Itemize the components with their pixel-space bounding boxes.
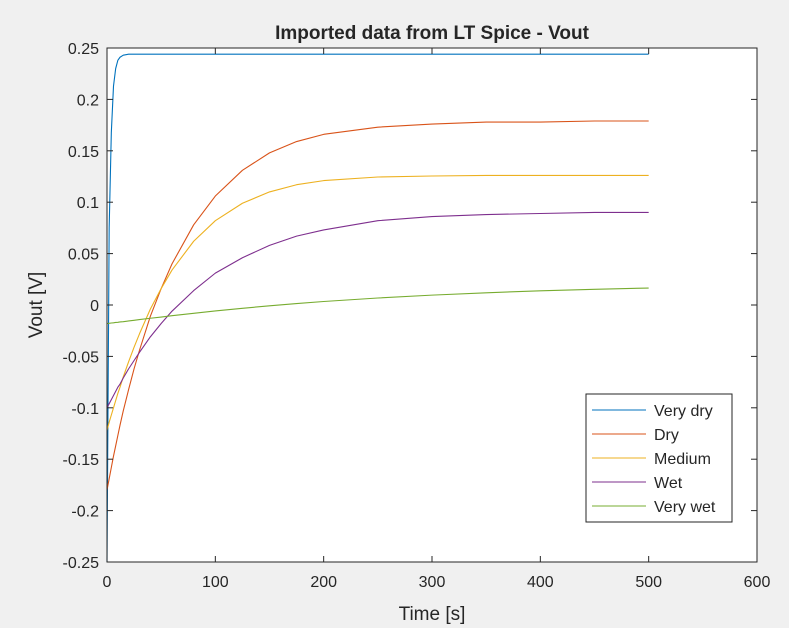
legend-label: Very wet: [654, 499, 716, 516]
y-tick-label: 0.15: [68, 144, 99, 161]
x-tick-label: 600: [744, 574, 771, 591]
series-line-2: [106, 174, 649, 431]
y-tick-label: -0.2: [71, 504, 99, 521]
y-tick-label: -0.25: [63, 555, 100, 572]
series-line-1: [106, 120, 649, 491]
chart-title: Imported data from LT Spice - Vout: [275, 23, 590, 44]
legend-label: Wet: [654, 475, 683, 492]
legend-label: Dry: [654, 427, 679, 444]
x-axis-label: Time [s]: [399, 604, 466, 625]
y-tick-label: 0: [90, 298, 99, 315]
y-tick-label: 0.2: [77, 92, 99, 109]
y-tick-label: -0.1: [71, 401, 99, 418]
y-tick-label: 0.25: [68, 41, 99, 58]
legend-label: Very dry: [654, 403, 713, 420]
y-tick-label: -0.15: [63, 452, 100, 469]
y-axis-label: Vout [V]: [26, 272, 47, 339]
series-line-0: [106, 53, 649, 563]
y-tick-label: 0.1: [77, 195, 99, 212]
y-tick-label: 0.05: [68, 247, 99, 264]
x-tick-label: 500: [635, 574, 662, 591]
series-layer: [106, 53, 649, 563]
legend-label: Medium: [654, 451, 711, 468]
x-tick-label: 200: [310, 574, 337, 591]
x-tick-label: 0: [103, 574, 112, 591]
x-tick-label: 400: [527, 574, 554, 591]
legend: Very dry Dry Medium Wet Very wet: [585, 393, 733, 523]
x-tick-label: 300: [419, 574, 446, 591]
y-tick-label: -0.05: [63, 349, 100, 366]
series-line-3: [106, 211, 649, 409]
series-line-4: [106, 287, 649, 325]
axes-layer: 0 100 200 300 400 500 600 -0.25 -0.2 -0.15 -0.1 -0.…: [63, 41, 771, 591]
x-tick-label: 100: [202, 574, 229, 591]
